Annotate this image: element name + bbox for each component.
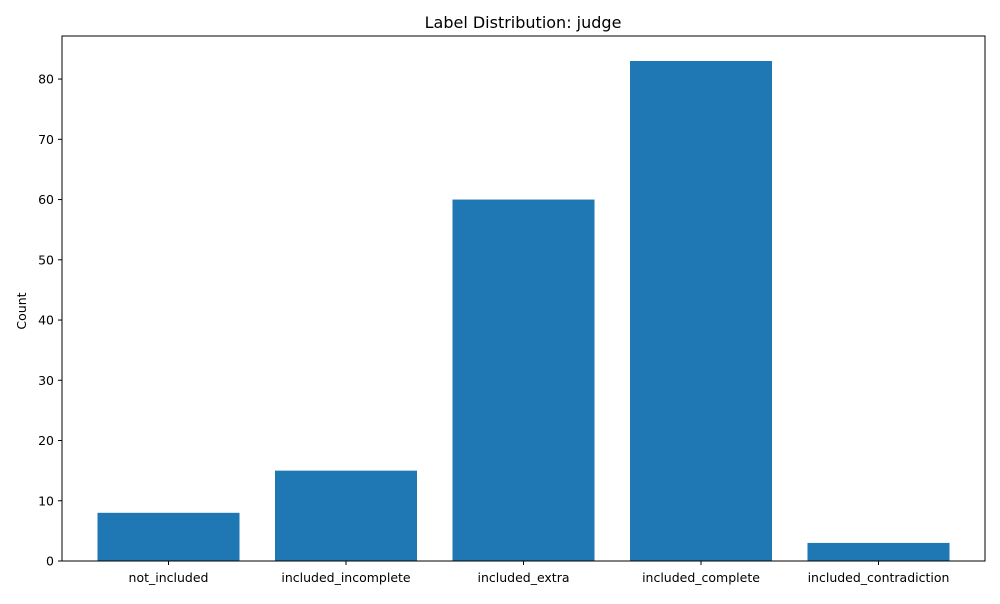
x-tick-label: included_extra bbox=[477, 570, 569, 585]
y-tick-label: 60 bbox=[38, 192, 54, 207]
bar-included_extra bbox=[452, 199, 595, 562]
x-axis-ticks: not_included included_incomplete included_… bbox=[129, 561, 950, 585]
y-tick-label: 80 bbox=[38, 72, 54, 87]
y-tick-label: 30 bbox=[38, 373, 54, 388]
y-tick-label: 70 bbox=[38, 132, 54, 147]
plot-frame bbox=[61, 35, 986, 562]
bar-included_complete bbox=[630, 61, 772, 561]
y-tick-label: 0 bbox=[46, 554, 54, 569]
y-tick-label: 40 bbox=[38, 313, 54, 328]
y-tick-label: 10 bbox=[38, 493, 54, 508]
bar-included_incomplete bbox=[275, 470, 417, 561]
y-axis-ticks: 0 10 20 30 40 50 60 70 80 bbox=[38, 72, 62, 569]
bars-group bbox=[97, 61, 950, 562]
chart-title: Label Distribution: judge bbox=[425, 13, 622, 32]
bar-not_included bbox=[97, 512, 240, 561]
x-tick-label: included_complete bbox=[642, 570, 760, 585]
y-tick-label: 50 bbox=[38, 252, 54, 267]
x-tick-label: included_incomplete bbox=[281, 570, 411, 585]
y-axis-label: Count bbox=[14, 292, 29, 329]
x-tick-label: included_contradiction bbox=[808, 570, 950, 585]
bar-included_contradiction bbox=[807, 542, 950, 561]
y-tick-label: 20 bbox=[38, 433, 54, 448]
x-tick-label: not_included bbox=[129, 570, 209, 585]
